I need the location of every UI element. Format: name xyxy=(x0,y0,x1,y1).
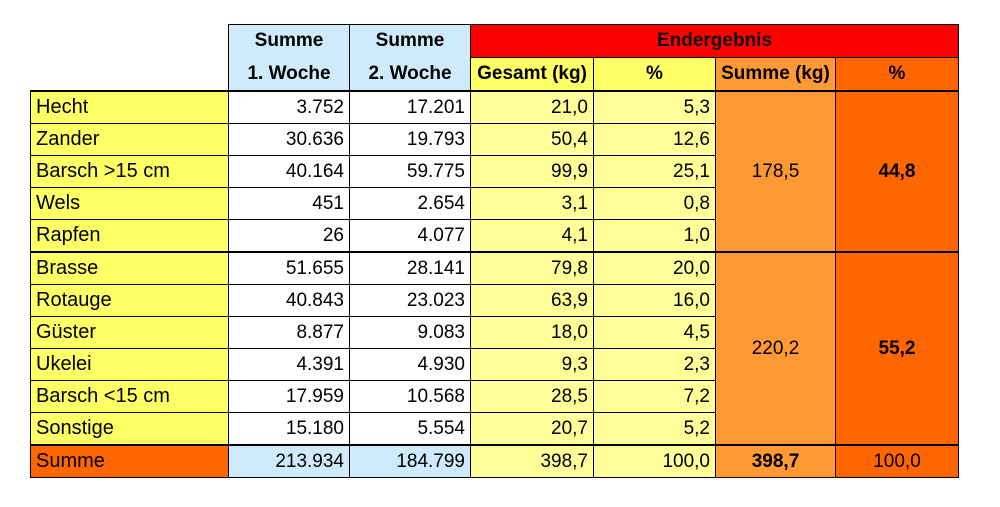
week2-value: 4.930 xyxy=(349,348,471,381)
fish-name: Barsch >15 cm xyxy=(30,155,229,188)
fish-name: Hecht xyxy=(30,90,229,124)
header-blank-cell xyxy=(31,25,229,58)
fish-name: Wels xyxy=(30,187,229,220)
fish-name: Güster xyxy=(30,316,229,349)
week2-value: 10.568 xyxy=(349,380,471,413)
week1-value: 51.655 xyxy=(228,251,350,285)
percent-value: 1,0 xyxy=(593,219,716,253)
percent-value: 16,0 xyxy=(593,284,716,317)
total-percent2: 100,0 xyxy=(835,444,959,478)
total-percent: 100,0 xyxy=(593,444,716,478)
summe-kg-header: Summe (kg) xyxy=(715,57,836,92)
fish-name: Zander xyxy=(30,123,229,156)
table-row: Ukelei 4.391 4.930 9,3 2,3 xyxy=(30,348,959,381)
gesamt-value: 9,3 xyxy=(470,348,594,381)
week2-value: 28.141 xyxy=(349,251,471,285)
gesamt-value: 99,9 xyxy=(470,155,594,188)
endergebnis-header: Endergebnis xyxy=(470,24,959,58)
total-week2: 184.799 xyxy=(349,444,471,478)
week1-value: 8.877 xyxy=(228,316,350,349)
week2-value: 2.654 xyxy=(349,187,471,220)
week2-value: 19.793 xyxy=(349,123,471,156)
group1-percent: 44,8 xyxy=(835,90,959,253)
week2-value: 4.077 xyxy=(349,219,471,253)
total-label: Summe xyxy=(30,444,229,478)
percent-value: 5,2 xyxy=(593,412,716,446)
gesamt-value: 20,7 xyxy=(470,412,594,446)
week2-header-line1: Summe xyxy=(349,24,471,58)
header-row-2: 1. Woche 2. Woche Gesamt (kg) % Summe (k… xyxy=(30,57,959,92)
percent-value: 7,2 xyxy=(593,380,716,413)
week1-header-line1: Summe xyxy=(228,24,350,58)
table-row: Wels 451 2.654 3,1 0,8 xyxy=(30,187,959,220)
total-sum-kg: 398,7 xyxy=(715,444,836,478)
week2-value: 59.775 xyxy=(349,155,471,188)
header-row-1: Summe Summe Endergebnis xyxy=(31,24,959,58)
group2-percent: 55,2 xyxy=(835,251,959,446)
gesamt-value: 18,0 xyxy=(470,316,594,349)
group2-sum-kg: 220,2 xyxy=(715,251,836,446)
week2-value: 17.201 xyxy=(349,90,471,124)
fish-name: Sonstige xyxy=(30,412,229,446)
table-row: Rapfen 26 4.077 4,1 1,0 xyxy=(30,219,959,253)
week1-value: 451 xyxy=(228,187,350,220)
week1-value: 17.959 xyxy=(228,380,350,413)
week1-header-line2: 1. Woche xyxy=(228,57,350,92)
percent-value: 5,3 xyxy=(593,90,716,124)
week1-value: 3.752 xyxy=(228,90,350,124)
total-week1: 213.934 xyxy=(228,444,350,478)
gesamt-value: 21,0 xyxy=(470,90,594,124)
gesamt-header: Gesamt (kg) xyxy=(470,57,594,92)
table-row: Brasse 51.655 28.141 79,8 20,0 220,2 55,… xyxy=(30,251,959,446)
fish-name: Rapfen xyxy=(30,219,229,253)
table-row: Rotauge 40.843 23.023 63,9 16,0 xyxy=(30,284,959,317)
fish-name: Brasse xyxy=(30,251,229,285)
total-row: Summe 213.934 184.799 398,7 100,0 398,7 … xyxy=(30,444,959,478)
gesamt-value: 28,5 xyxy=(470,380,594,413)
table-row: Zander 30.636 19.793 50,4 12,6 xyxy=(30,123,959,156)
percent-header: % xyxy=(593,57,716,92)
percent2-header: % xyxy=(835,57,959,92)
week2-value: 9.083 xyxy=(349,316,471,349)
fish-name: Rotauge xyxy=(30,284,229,317)
week2-value: 23.023 xyxy=(349,284,471,317)
table-row: Barsch <15 cm 17.959 10.568 28,5 7,2 xyxy=(30,380,959,413)
gesamt-value: 3,1 xyxy=(470,187,594,220)
percent-value: 4,5 xyxy=(593,316,716,349)
gesamt-value: 63,9 xyxy=(470,284,594,317)
fish-name: Ukelei xyxy=(30,348,229,381)
percent-value: 0,8 xyxy=(593,187,716,220)
header-blank-cell-2 xyxy=(30,57,229,92)
percent-value: 2,3 xyxy=(593,348,716,381)
week2-value: 5.554 xyxy=(349,412,471,446)
week2-header-line2: 2. Woche xyxy=(349,57,471,92)
gesamt-value: 4,1 xyxy=(470,219,594,253)
fish-name: Barsch <15 cm xyxy=(30,380,229,413)
week1-value: 40.164 xyxy=(228,155,350,188)
table-row: Güster 8.877 9.083 18,0 4,5 xyxy=(30,316,959,349)
gesamt-value: 50,4 xyxy=(470,123,594,156)
percent-value: 12,6 xyxy=(593,123,716,156)
week1-value: 30.636 xyxy=(228,123,350,156)
week1-value: 26 xyxy=(228,219,350,253)
catch-results-table: Summe Summe Endergebnis 1. Woche 2. Woch… xyxy=(30,24,959,478)
week1-value: 15.180 xyxy=(228,412,350,446)
total-gesamt: 398,7 xyxy=(470,444,594,478)
percent-value: 20,0 xyxy=(593,251,716,285)
gesamt-value: 79,8 xyxy=(470,251,594,285)
table-row: Hecht 3.752 17.201 21,0 5,3 178,5 44,8 xyxy=(30,90,959,253)
table-row: Barsch >15 cm 40.164 59.775 99,9 25,1 xyxy=(30,155,959,188)
percent-value: 25,1 xyxy=(593,155,716,188)
week1-value: 4.391 xyxy=(228,348,350,381)
group1-sum-kg: 178,5 xyxy=(715,90,836,253)
week1-value: 40.843 xyxy=(228,284,350,317)
